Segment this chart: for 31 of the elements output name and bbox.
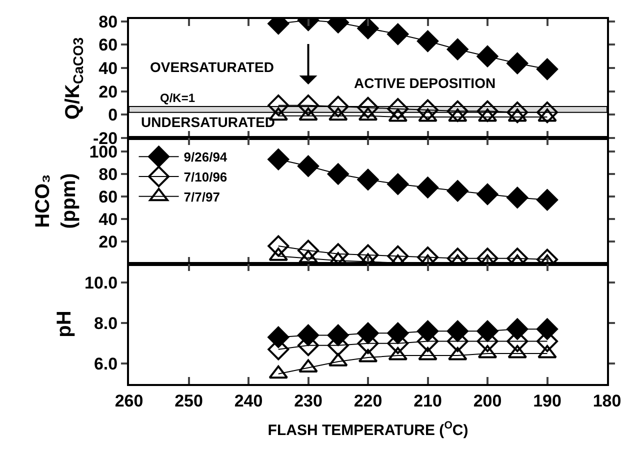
- x-tick-label: 230: [294, 391, 322, 410]
- x-axis-title: FLASH TEMPERATURE ($^{O}$C): [268, 420, 468, 439]
- y-tick-label: 10.0: [84, 273, 118, 292]
- x-tick-label: 240: [234, 391, 263, 410]
- y-tick-label: 8.0: [94, 314, 118, 333]
- y-axis-title: HCO₃ (ppm): [32, 173, 80, 229]
- x-tick-label: 200: [473, 391, 502, 410]
- y-tick-label: 20: [98, 82, 118, 102]
- x-tick-label: 250: [174, 391, 203, 410]
- legend-label: 7/10/96: [184, 170, 228, 185]
- y-tick-label: 80: [98, 164, 118, 184]
- y-tick-label: 0: [108, 106, 118, 125]
- x-tick-label: 220: [354, 391, 382, 410]
- x-tick-label: 190: [533, 391, 562, 410]
- y-tick-label: 60: [98, 187, 118, 206]
- y-tick-label: 40: [98, 210, 118, 229]
- y-tick-label: 40: [98, 58, 118, 78]
- annotation: OVERSATURATED: [150, 59, 274, 75]
- annotation: ACTIVE DEPOSITION: [354, 75, 496, 91]
- y-tick-label: 80: [98, 12, 118, 32]
- annotation: UNDERSATURATED: [141, 114, 276, 130]
- x-tick-label: 180: [592, 391, 622, 410]
- y-tick-label: 6.0: [94, 354, 118, 374]
- y-tick-label: 60: [98, 36, 118, 55]
- x-tick-label: 210: [414, 391, 442, 410]
- band-label: Q/K=1: [160, 91, 196, 105]
- legend-label: 9/26/94: [184, 150, 228, 165]
- y-tick-label: 20: [98, 232, 118, 252]
- legend-label: 7/7/97: [184, 189, 220, 204]
- y-axis-title: pH: [54, 310, 76, 338]
- x-tick-label: 260: [114, 391, 144, 410]
